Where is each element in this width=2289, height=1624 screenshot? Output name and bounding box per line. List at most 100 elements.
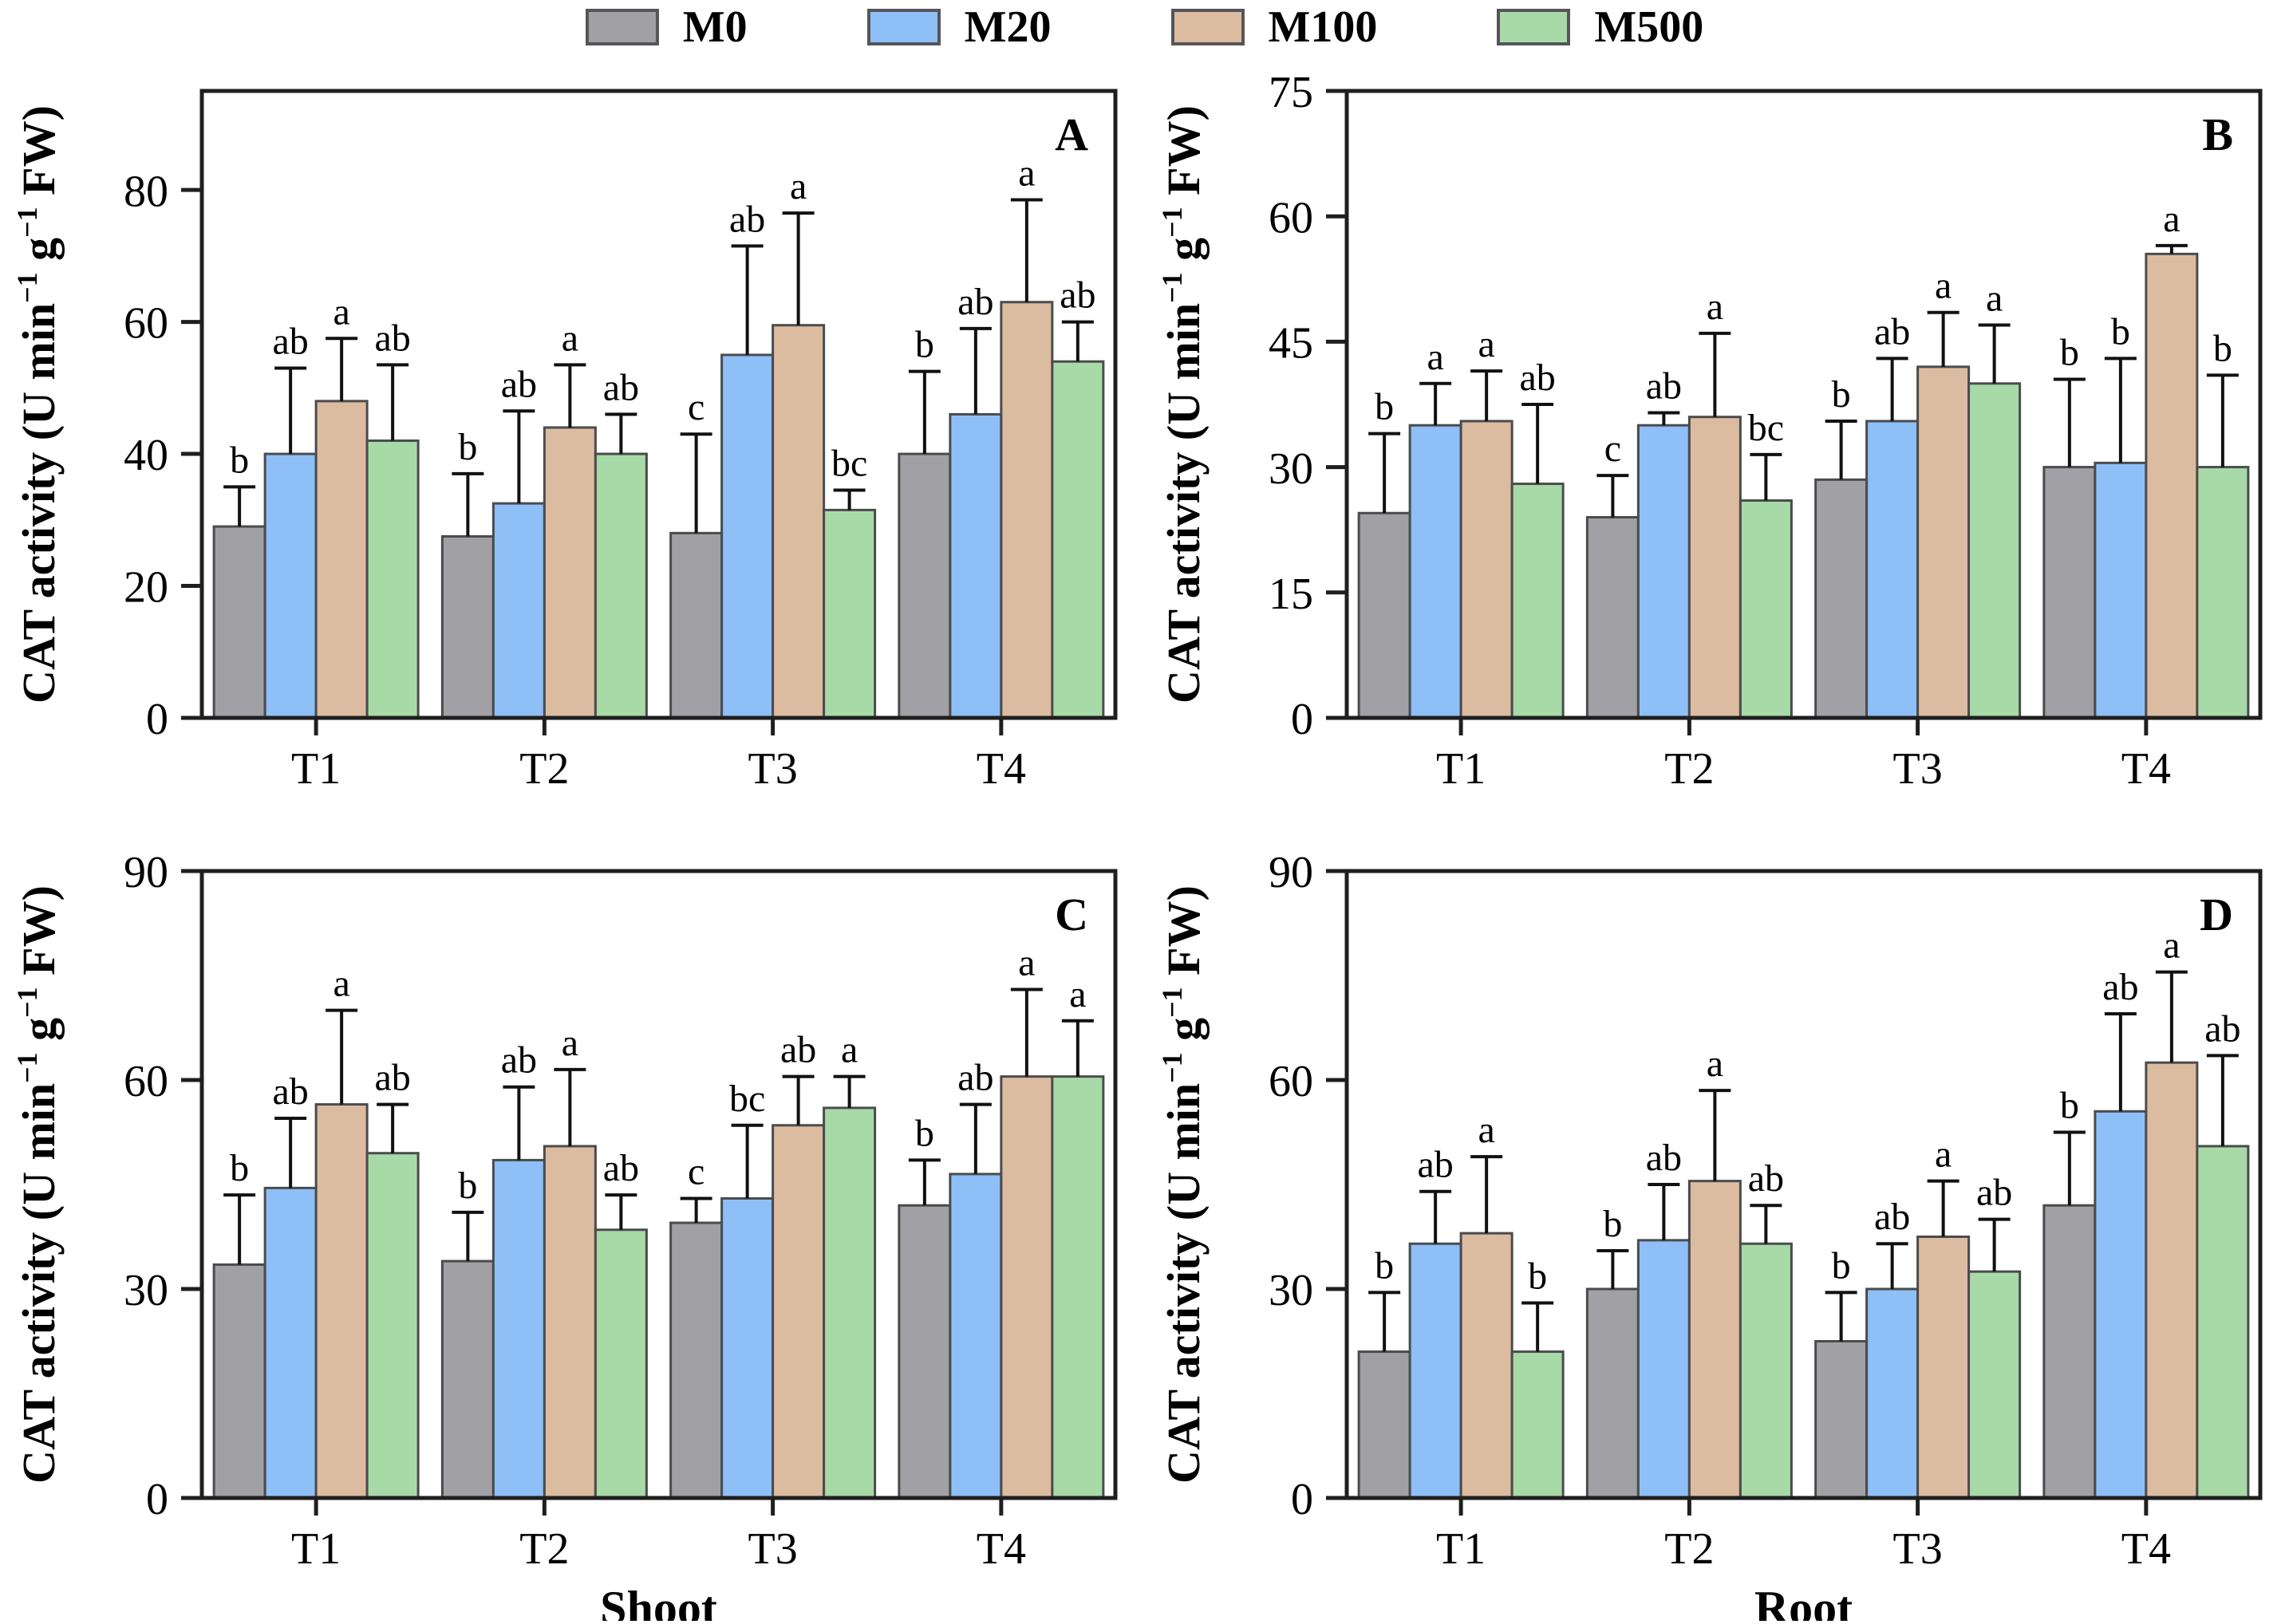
y-tick-label: 30 [1269,1266,1313,1315]
significance-letter: a [841,1029,858,1071]
significance-letter: ab [729,198,765,240]
bar-m0-t4 [2042,1204,2097,1500]
y-tick-label: 60 [124,1057,168,1106]
y-tick-label: 0 [146,695,168,744]
plot-border [199,869,1118,1500]
significance-letter: b [458,426,477,468]
legend-label-m0: M0 [682,2,748,52]
bar-m100-t3 [1916,365,1971,719]
significance-letter: ab [1646,1137,1682,1179]
significance-letter: a [562,317,578,359]
x-axis-title: Root [1754,1582,1853,1621]
bar-m500-t1 [365,1152,420,1500]
y-tick-label: 20 [124,563,168,613]
x-tick-label: T1 [1436,1524,1486,1574]
bar-m20-t4 [2094,1110,2148,1500]
significance-letter: a [1935,1133,1952,1176]
x-tick-label: T2 [1664,744,1714,794]
significance-letter: c [1604,428,1621,470]
significance-letter: ab [272,320,308,362]
bar-m0-t3 [1814,1340,1869,1500]
bar-m100-t1 [1459,1232,1514,1500]
legend-swatch-m0 [585,9,659,45]
bar-m100-t3 [772,1124,826,1500]
y-tick-label: 30 [1269,444,1313,494]
bar-m20-t3 [720,1196,775,1500]
legend-item-m20: M20 [866,2,1052,52]
legend-label-m100: M100 [1268,2,1378,52]
significance-letter: a [2163,924,2180,967]
y-tick-label: 90 [1269,848,1313,897]
panel-d: b b b b ab ab ab ab a a a a b ab ab ab 0 30 60 90 T1 T2 T3 T4 CA… [1145,842,2289,1624]
bar-m0-t2 [440,534,495,719]
bar-m100-t1 [314,400,369,719]
bar-m20-t1 [263,1186,318,1500]
panel-b: b c b b a ab ab b a a a a ab bc a b 0 15 30 45 60 75 T1 T2 T3 T4 C… [1145,62,2289,841]
significance-letter: ab [1519,357,1555,399]
significance-letter: b [2111,310,2130,353]
panel-letter: C [1055,889,1088,940]
legend-label-m20: M20 [964,2,1052,52]
significance-letter: a [562,1022,578,1064]
significance-letter: a [333,963,349,1005]
bar-m100-t4 [1000,1075,1054,1500]
bar-m500-t2 [1738,1242,1793,1500]
y-tick-label: 15 [1269,570,1313,619]
legend-label-m500: M500 [1594,2,1704,52]
bar-m0-t1 [212,525,266,719]
x-tick-label: T4 [977,744,1026,794]
bar-m20-t2 [1636,424,1691,719]
y-tick-label: 0 [146,1475,168,1524]
x-tick-label: T4 [2121,744,2171,794]
bar-m100-t4 [2145,252,2199,719]
significance-letter: bc [729,1078,765,1120]
panel-c: b b c b ab ab bc ab a a ab a ab ab a a 0 30 60 90 T1 T2 T3 T4 CA… [0,842,1144,1624]
legend-item-m500: M500 [1497,5,1703,49]
bar-m0-t2 [440,1259,495,1500]
plot-border [1344,869,2263,1500]
bar-m100-t1 [314,1103,369,1500]
bar-m500-t4 [2196,466,2250,719]
significance-letter: ab [374,317,410,359]
significance-letter: ab [957,281,993,323]
bar-m500-t3 [823,508,877,719]
x-tick-label: T3 [748,1524,798,1574]
bar-m500-t2 [594,1228,648,1500]
significance-letter: b [2060,332,2079,374]
significance-letter: b [1375,386,1394,428]
significance-letter: a [333,290,349,333]
significance-letter: ab [374,1057,410,1099]
legend-swatch-m500 [1497,9,1571,45]
bar-m20-t2 [1636,1239,1691,1500]
significance-letter: a [1478,1109,1494,1151]
significance-letter: b [1832,1244,1851,1287]
x-tick-label: T1 [291,1524,341,1574]
significance-letter: ab [2102,966,2138,1008]
significance-letter: a [1018,941,1035,983]
significance-letter: b [1528,1255,1547,1297]
significance-letter: ab [780,1029,816,1071]
bar-m20-t4 [949,1173,1003,1500]
x-tick-label: T4 [977,1524,1026,1574]
bar-m500-t2 [1738,499,1793,719]
significance-letter: b [458,1165,477,1207]
significance-letter: b [915,1112,934,1154]
bar-m100-t2 [1687,1180,1742,1500]
y-tick-label: 0 [1291,1475,1313,1524]
significance-letter: ab [957,1057,993,1099]
legend-swatch-m20 [866,9,941,45]
significance-letter: ab [2204,1007,2240,1050]
y-tick-label: 30 [124,1266,168,1315]
bar-m20-t4 [2094,461,2148,719]
bar-m500-t3 [823,1106,877,1500]
y-tick-label: 90 [124,848,168,897]
significance-letter: bc [1748,407,1784,449]
bar-m500-t3 [1967,382,2022,719]
significance-letter: a [1478,323,1494,365]
significance-letter: a [1427,336,1443,378]
